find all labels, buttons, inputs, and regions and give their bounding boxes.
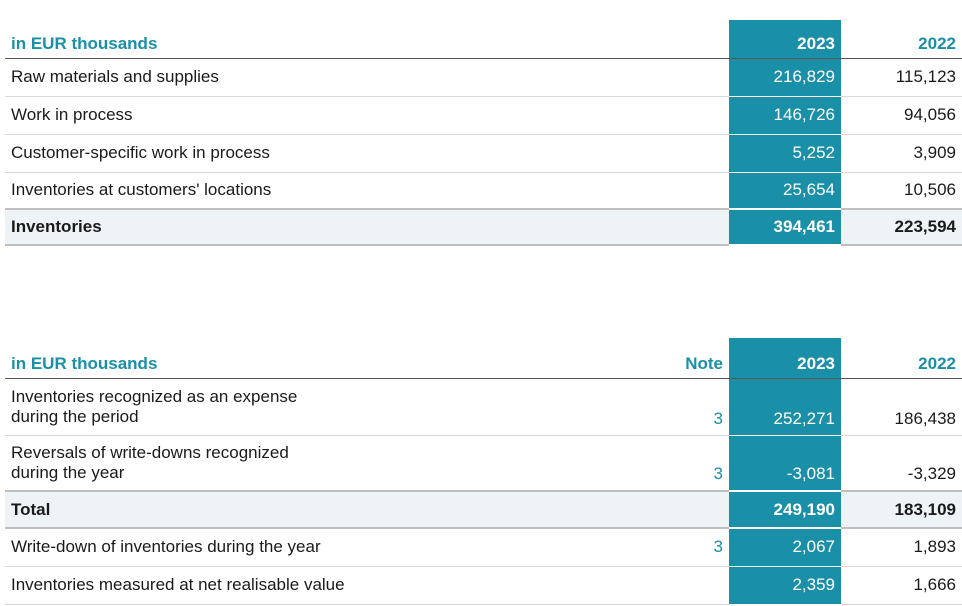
row-label: Write-down of inventories during the yea… [5,528,609,567]
value-2022: 3,909 [841,134,962,173]
total-row: Inventories 394,461 223,594 [5,208,962,246]
table-row: Work in process 146,726 94,056 [5,96,962,135]
row-label: Raw materials and supplies [5,58,729,97]
total-label: Inventories [5,208,729,246]
value-2022: 1,893 [841,528,962,567]
unit-label: in EUR thousands [5,338,609,379]
total-2023: 249,190 [729,490,841,529]
row-label: Inventories measured at net realisable v… [5,566,609,605]
table-row: Reversals of write-downs recognized duri… [5,435,962,492]
value-2022: -3,329 [841,435,962,492]
row-label: Inventories recognized as an expense dur… [5,378,609,436]
table-header: in EUR thousands 2023 2022 [5,20,962,59]
row-label: Reversals of write-downs recognized duri… [5,435,609,492]
table-row: Inventories at customers' locations 25,6… [5,172,962,210]
note-reference [609,566,729,605]
row-label: Work in process [5,96,729,135]
unit-label: in EUR thousands [5,20,729,59]
total-label: Total [5,490,609,529]
total-2022: 223,594 [841,208,962,246]
row-label-line: Reversals of write-downs recognized [11,442,289,462]
table-row: Raw materials and supplies 216,829 115,1… [5,58,962,97]
row-label: Customer-specific work in process [5,134,729,173]
value-2023: 5,252 [729,134,841,173]
table-row: Write-down of inventories during the yea… [5,528,962,567]
table-row: Inventories recognized as an expense dur… [5,378,962,436]
note-reference [609,490,729,529]
value-2022: 94,056 [841,96,962,135]
column-2023-header: 2023 [729,338,841,379]
value-2022: 10,506 [841,172,962,210]
note-column-header: Note [609,338,729,379]
table-row: Customer-specific work in process 5,252 … [5,134,962,173]
value-2023: 2,067 [729,528,841,567]
total-2023: 394,461 [729,208,841,246]
table-row: Inventories measured at net realisable v… [5,566,962,605]
total-2022: 183,109 [841,490,962,529]
table-header: in EUR thousands Note 2023 2022 [5,338,962,379]
value-2023: 146,726 [729,96,841,135]
value-2023: 2,359 [729,566,841,605]
note-reference: 3 [609,378,729,436]
row-label-line: Inventories recognized as an expense [11,386,298,406]
note-reference: 3 [609,528,729,567]
column-2023-header: 2023 [729,20,841,59]
total-row: Total 249,190 183,109 [5,490,962,529]
row-label-line: during the year [11,462,125,482]
value-2022: 186,438 [841,378,962,436]
value-2023: 216,829 [729,58,841,97]
inventories-table: in EUR thousands 2023 2022 Raw materials… [5,20,962,246]
row-label-line: during the period [11,406,139,426]
value-2023: 25,654 [729,172,841,210]
row-label: Inventories at customers' locations [5,172,729,210]
inventories-expense-table: in EUR thousands Note 2023 2022 Inventor… [5,338,962,605]
note-reference: 3 [609,435,729,492]
column-2022-header: 2022 [841,20,962,59]
value-2022: 1,666 [841,566,962,605]
column-2022-header: 2022 [841,338,962,379]
value-2023: 252,271 [729,378,841,436]
value-2022: 115,123 [841,58,962,97]
value-2023: -3,081 [729,435,841,492]
